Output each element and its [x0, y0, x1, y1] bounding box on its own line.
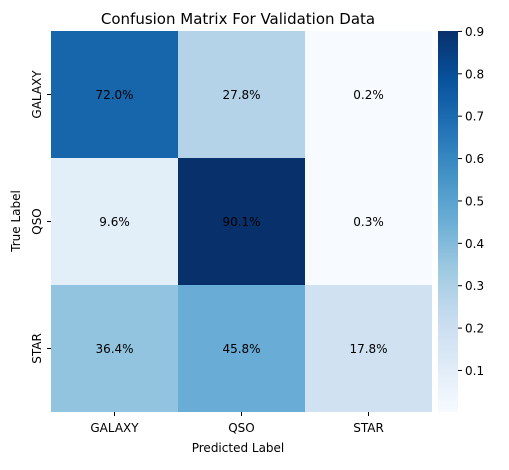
colorbar-tick-label: 0.3 [465, 279, 484, 293]
colorbar-tick-label: 0.1 [465, 364, 484, 378]
heatmap-cell [178, 158, 305, 285]
colorbar-tick-label: 0.7 [465, 110, 484, 124]
colorbar-tick-label: 0.5 [465, 194, 484, 208]
cell-value-label: 17.8% [349, 342, 387, 356]
y-tick-label: GALAXY [30, 70, 44, 119]
heatmap-cell [305, 31, 432, 158]
y-tick-label: QSO [30, 208, 44, 235]
heatmap-cell [178, 31, 305, 158]
chart-title: Confusion Matrix For Validation Data [101, 10, 375, 28]
heatmap-cell [178, 285, 305, 412]
cell-value-label: 0.2% [353, 88, 384, 102]
cell-value-label: 9.6% [99, 215, 130, 229]
heatmap-cell [51, 285, 178, 412]
heatmap-cells [51, 31, 432, 412]
colorbar-ticks: 0.1 0.2 0.3 0.4 0.5 0.6 0.7 0.8 0.9 [458, 25, 484, 378]
heatmap-cell [305, 285, 432, 412]
cell-value-label: 45.8% [222, 342, 260, 356]
heatmap-cell [51, 31, 178, 158]
cell-value-label: 72.0% [95, 88, 133, 102]
heatmap-cell [305, 158, 432, 285]
heatmap-cell [51, 158, 178, 285]
cell-value-label: 27.8% [222, 88, 260, 102]
x-tick-label: QSO [228, 421, 255, 435]
colorbar [438, 31, 458, 412]
colorbar-tick-label: 0.8 [465, 67, 484, 81]
cell-value-label: 90.1% [222, 215, 260, 229]
x-tick-label: GALAXY [90, 421, 139, 435]
colorbar-tick-label: 0.6 [465, 152, 484, 166]
y-tick-label: STAR [30, 333, 44, 364]
x-tick-label: STAR [353, 421, 384, 435]
heatmap-cell-labels: 72.0% 27.8% 0.2% 9.6% 90.1% 0.3% 36.4% 45.8% 17.… [95, 88, 387, 356]
x-axis-label: Predicted Label [192, 441, 285, 455]
colorbar-tick-label: 0.2 [465, 322, 484, 336]
y-axis-ticks: GALAXY QSO STAR [30, 70, 51, 364]
y-axis-label: True Label [9, 190, 23, 253]
cell-value-label: 36.4% [95, 342, 133, 356]
colorbar-tick-label: 0.4 [465, 237, 484, 251]
x-axis-ticks: GALAXY QSO STAR [90, 412, 384, 435]
colorbar-tick-label: 0.9 [465, 25, 484, 39]
cell-value-label: 0.3% [353, 215, 384, 229]
